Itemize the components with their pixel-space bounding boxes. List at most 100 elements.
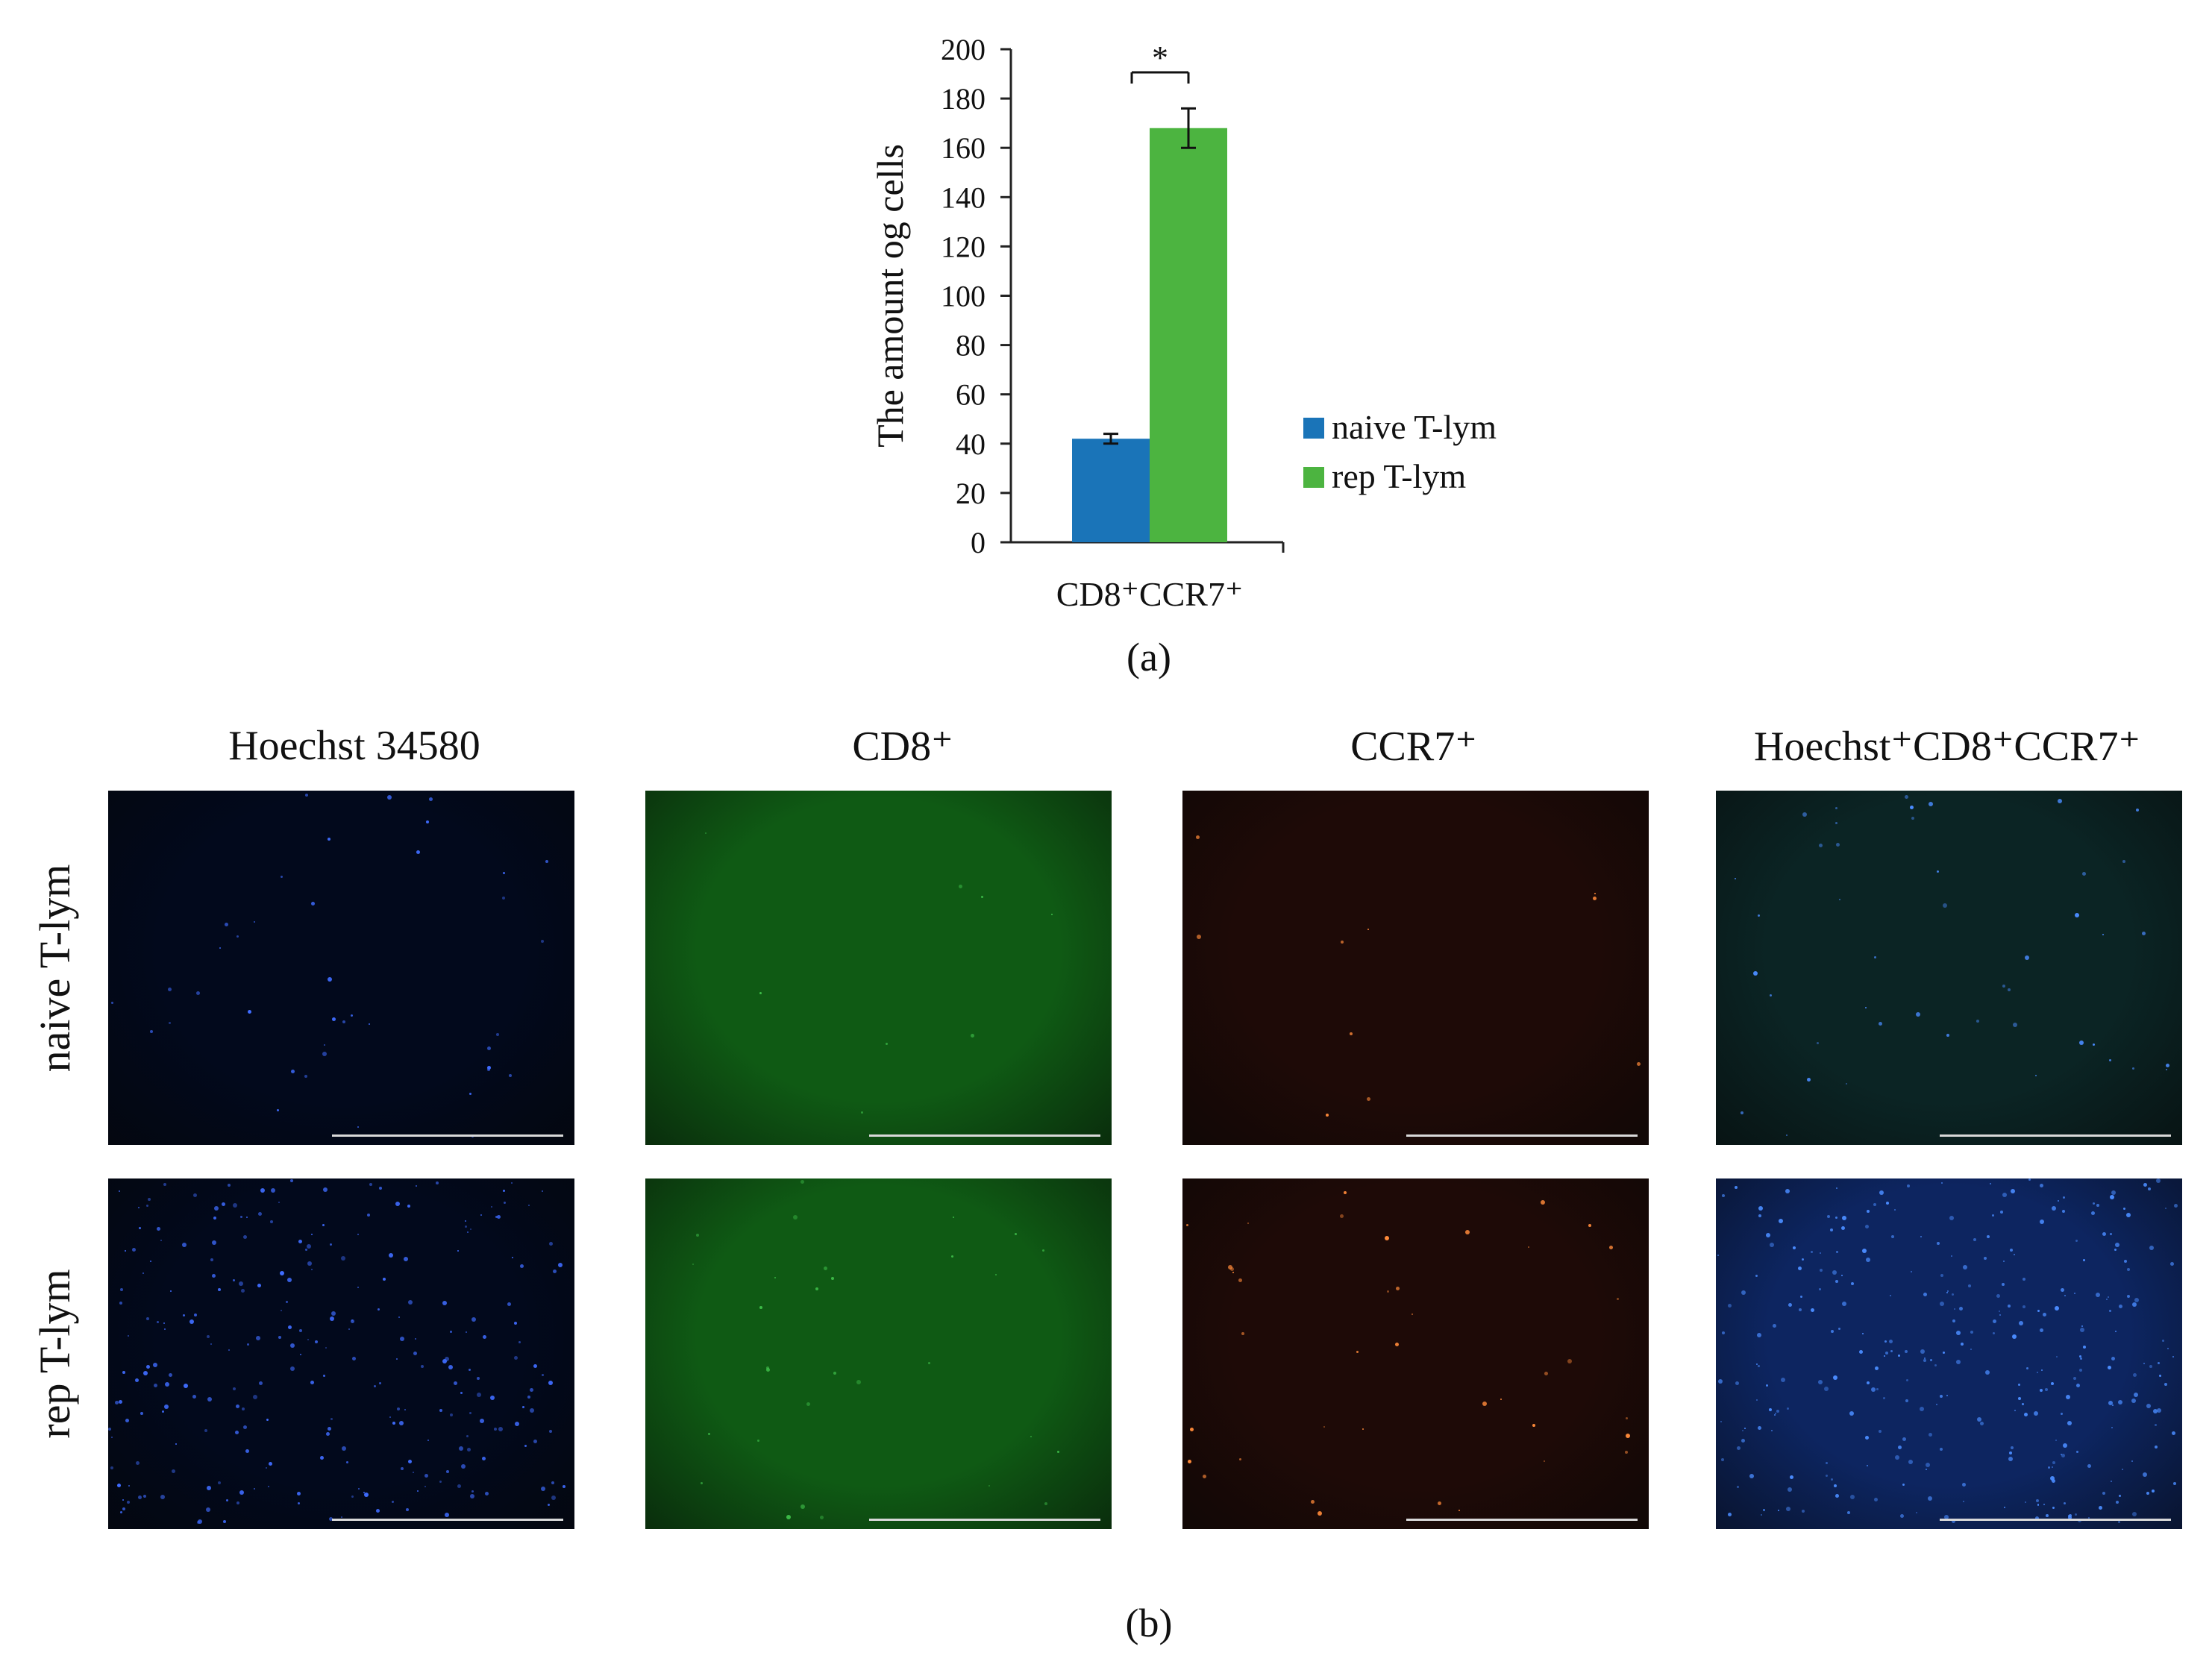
- cell-dot: [183, 1314, 185, 1316]
- cell-dot: [1908, 1460, 1913, 1464]
- cell-dot: [2127, 1295, 2130, 1298]
- cell-dot: [1984, 1257, 1987, 1260]
- cell-dot: [2111, 1481, 2112, 1482]
- cell-dot: [1937, 870, 1939, 873]
- cell-dot: [1344, 1191, 1347, 1194]
- cell-dot: [1800, 1296, 1802, 1298]
- cell-dot: [1758, 1214, 1761, 1217]
- cell-dot: [207, 1486, 211, 1490]
- cell-dot: [766, 1368, 770, 1372]
- cell-dot: [290, 1343, 295, 1348]
- bars: [1072, 107, 1227, 542]
- cell-dot: [1835, 1280, 1838, 1283]
- cell-dot: [259, 1381, 263, 1385]
- cell-dot: [2170, 1262, 2174, 1266]
- cell-dot: [254, 1488, 255, 1490]
- cell-dot: [1905, 1399, 1908, 1402]
- cell-dot: [1781, 1378, 1785, 1382]
- cell-dot: [1057, 1451, 1059, 1453]
- cell-dot: [1785, 1189, 1790, 1193]
- cell-dot: [1761, 1514, 1762, 1516]
- cell-dot: [2066, 1395, 2070, 1399]
- cell-dot: [1771, 1430, 1773, 1431]
- cell-dot: [1961, 1343, 1964, 1346]
- row-label: rep T-lym: [31, 1269, 79, 1439]
- cell-dot: [1735, 1186, 1738, 1189]
- cell-dot: [376, 1509, 380, 1513]
- cell-dot: [1799, 1308, 1802, 1311]
- cell-dot: [2019, 1321, 2023, 1325]
- cell-dot: [1544, 1460, 1545, 1462]
- cell-dot: [467, 1231, 469, 1233]
- cell-dot: [2046, 1514, 2049, 1517]
- cell-dot: [111, 1002, 113, 1004]
- cell-dot: [1769, 1408, 1772, 1411]
- cell-dot: [886, 1043, 888, 1045]
- cell-dot: [2075, 1513, 2077, 1516]
- cell-dot: [524, 1445, 527, 1447]
- cell-dot: [483, 1335, 486, 1339]
- cell-dot: [2102, 1492, 2105, 1495]
- cell-dot: [1482, 1402, 1487, 1406]
- cell-dot: [1993, 1332, 1995, 1334]
- cell-dot: [1318, 1511, 1322, 1516]
- cell-dot: [1241, 1332, 1244, 1335]
- cell-dot: [959, 885, 962, 888]
- cell-dot: [2127, 1268, 2130, 1271]
- cell-dot: [1737, 1446, 1741, 1450]
- cell-dot: [2040, 1184, 2043, 1187]
- cell-dot: [1884, 1340, 1887, 1343]
- cell-dot: [545, 860, 548, 863]
- cell-dot: [563, 1485, 565, 1488]
- cell-dot: [1818, 1380, 1823, 1384]
- cell-dot: [1826, 1475, 1828, 1477]
- cell-dot: [2067, 1421, 2072, 1425]
- cell-dot: [210, 1343, 212, 1345]
- cell-dot: [1977, 1417, 1981, 1422]
- cell-dot: [172, 1469, 175, 1473]
- cell-dot: [1541, 1200, 1545, 1205]
- cell-dot: [2083, 1259, 2085, 1261]
- cell-dot: [448, 1365, 453, 1369]
- cell-dot: [322, 1224, 325, 1226]
- cell-dot: [1838, 1328, 1840, 1330]
- cell-dot: [1926, 1469, 1927, 1470]
- cell-dot: [1387, 1290, 1389, 1293]
- cell-dot: [1940, 1395, 1943, 1398]
- cell-dot: [143, 1371, 148, 1375]
- cell-dot: [2022, 1403, 2024, 1405]
- cell-dot: [465, 1225, 467, 1228]
- cell-dot: [311, 1234, 313, 1235]
- cell-dot: [2045, 1388, 2048, 1391]
- cell-dot: [1862, 1249, 1867, 1253]
- cell-dot: [111, 1437, 113, 1438]
- cell-dot: [287, 1278, 292, 1282]
- cell-dot: [1807, 1078, 1811, 1082]
- cell-dot: [198, 1519, 202, 1524]
- cell-dot: [367, 1214, 370, 1217]
- cell-dot: [1936, 1404, 1937, 1405]
- cell-dot: [2075, 1240, 2078, 1242]
- cell-dot: [1836, 1187, 1837, 1189]
- cell-dot: [328, 838, 330, 841]
- cell-dot: [1902, 1484, 1905, 1486]
- cell-dot: [2008, 1305, 2011, 1308]
- cell-dot: [2040, 1328, 2043, 1332]
- scale-bar: [1940, 1519, 2171, 1521]
- cell-dot: [162, 1410, 164, 1413]
- cell-dot: [1197, 935, 1201, 939]
- cell-dot: [110, 1466, 113, 1469]
- column-title: CD8⁺: [852, 724, 953, 770]
- scale-bar: [869, 1519, 1100, 1521]
- cell-dot: [138, 1495, 142, 1499]
- cell-dot: [260, 1188, 265, 1193]
- cell-dot: [163, 1322, 165, 1324]
- cell-dot: [2102, 1232, 2106, 1236]
- cell-dot: [163, 1183, 166, 1186]
- cell-dot: [239, 1281, 243, 1286]
- cell-dot: [2002, 985, 2005, 988]
- cell-dot: [2040, 1389, 2043, 1392]
- cell-dot: [1867, 1465, 1868, 1466]
- cell-dot: [154, 1384, 157, 1387]
- cell-dot: [1910, 806, 1914, 809]
